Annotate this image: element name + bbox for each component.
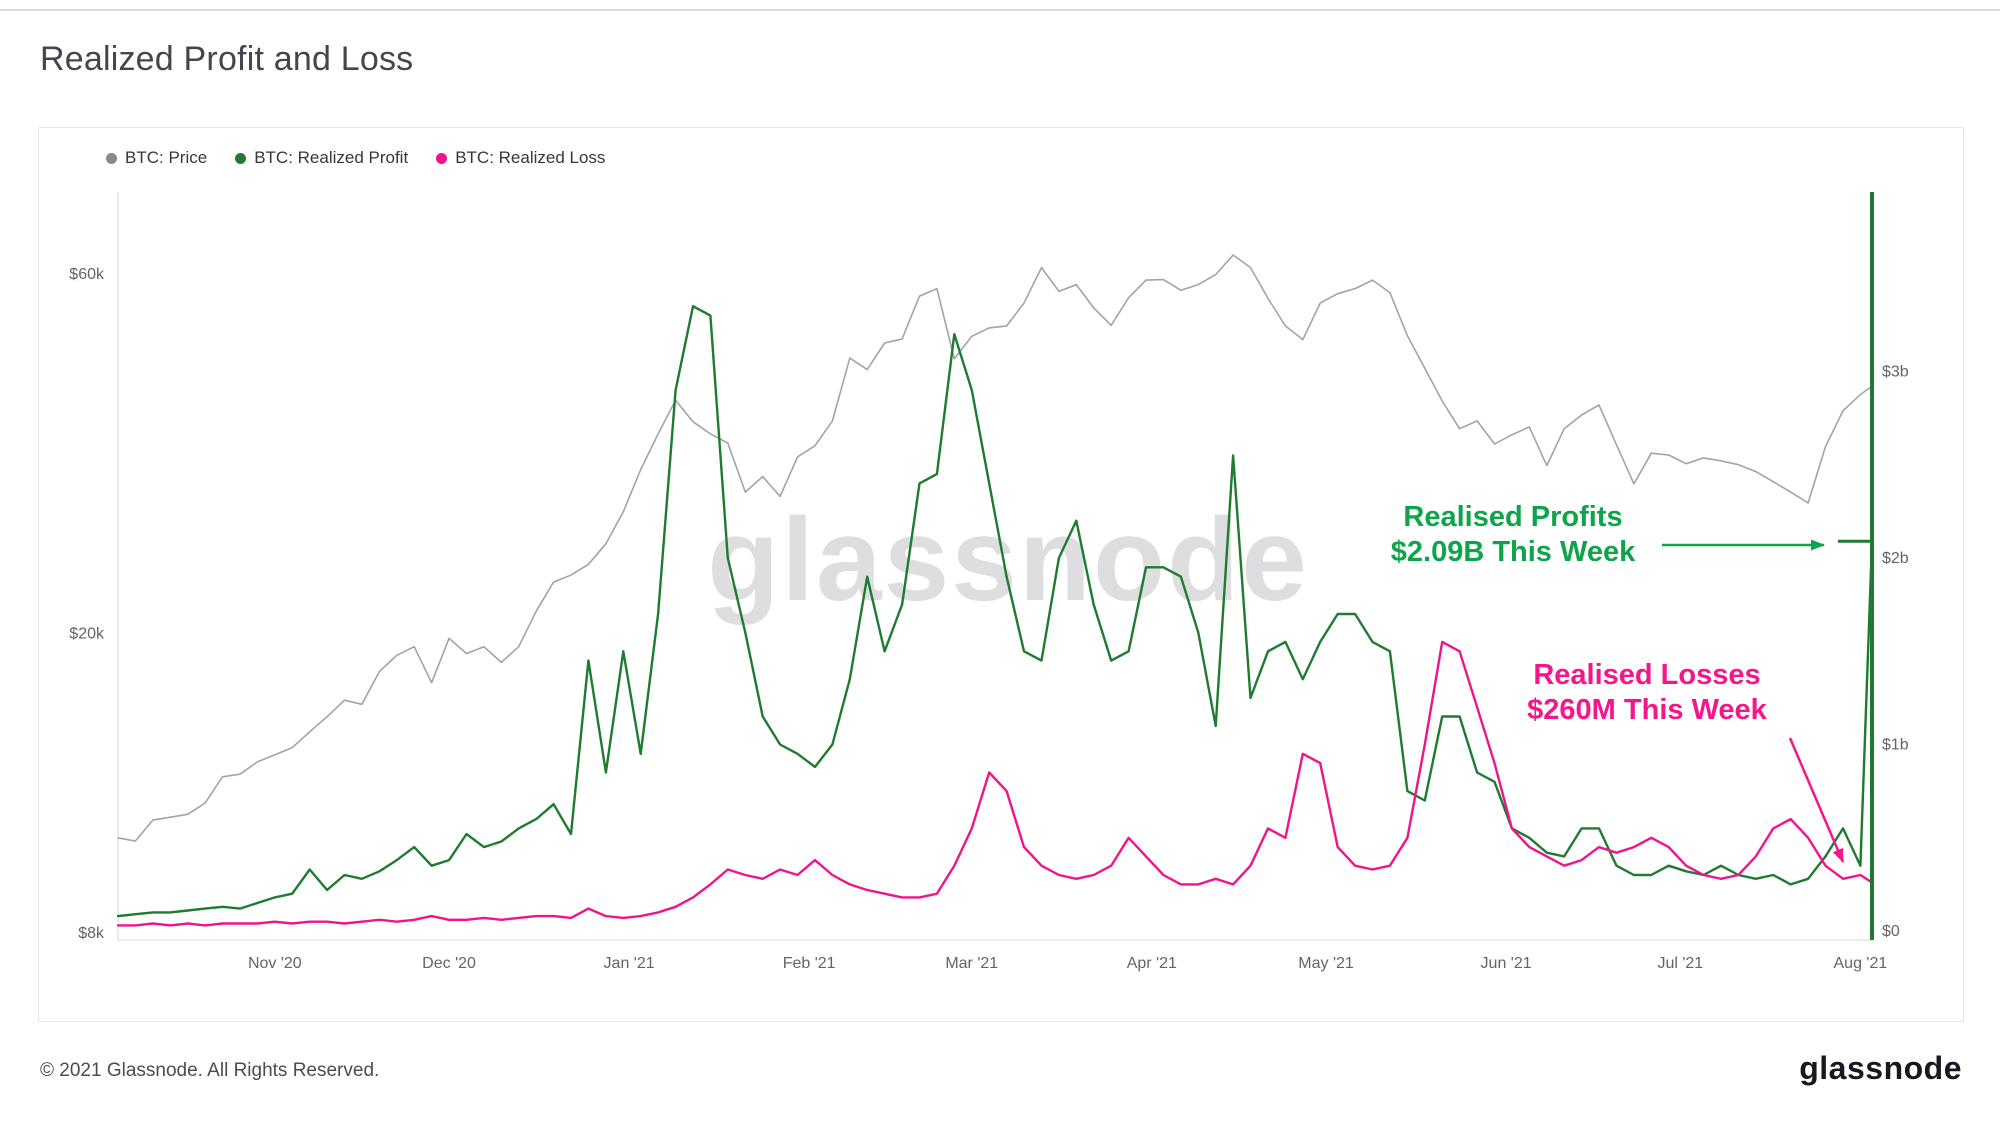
x-axis-tick-label: Aug '21 xyxy=(1834,955,1888,972)
legend-item-realized-loss[interactable]: BTC: Realized Loss xyxy=(436,148,605,168)
left-axis-tick-label: $8k xyxy=(78,925,105,942)
x-axis-tick-label: Mar '21 xyxy=(945,955,998,972)
x-axis-tick-label: Jan '21 xyxy=(604,955,655,972)
x-axis-tick-label: Jun '21 xyxy=(1481,955,1532,972)
loss-annotation-line2: $260M This Week xyxy=(1527,694,1767,726)
axes: $60k $20k $8k $3b $2b $1b $0 Nov '20 Dec '20 Jan … xyxy=(69,192,1909,972)
legend-item-btc-price[interactable]: BTC: Price xyxy=(106,148,207,168)
chart-legend: BTC: Price BTC: Realized Profit BTC: Rea… xyxy=(106,148,605,168)
series-lines xyxy=(116,254,1874,927)
btc-realized-lossline xyxy=(116,640,1874,927)
right-axis-tick-label: $1b xyxy=(1882,737,1909,754)
loss-annotation-line1: Realised Losses xyxy=(1533,659,1761,691)
x-axis-tick-label: Feb '21 xyxy=(783,955,836,972)
x-axis-tick-label: Nov '20 xyxy=(248,955,302,972)
profit-annotation-line2: $2.09B This Week xyxy=(1390,536,1636,568)
legend-label-profit: BTC: Realized Profit xyxy=(254,148,409,167)
left-axis-tick-label: $60k xyxy=(69,266,105,283)
left-axis-tick-label: $20k xyxy=(69,625,105,642)
x-axis-tick-label: Dec '20 xyxy=(422,955,476,972)
right-axis-tick-label: $0 xyxy=(1882,923,1900,940)
profit-annotation: Realised Profits $2.09B This Week xyxy=(1358,500,1668,570)
legend-item-realized-profit[interactable]: BTC: Realized Profit xyxy=(235,148,408,168)
chart-card xyxy=(38,127,1964,1022)
x-axis-tick-label: May '21 xyxy=(1298,955,1354,972)
top-divider xyxy=(0,9,2000,11)
legend-dot-loss-icon xyxy=(436,152,448,164)
btc-realized-profitline xyxy=(116,305,1874,918)
right-axis-tick-label: $3b xyxy=(1882,364,1909,381)
btc-priceline xyxy=(117,254,1873,842)
footer-copyright: © 2021 Glassnode. All Rights Reserved. xyxy=(40,1060,380,1081)
x-axis-tick-label: Jul '21 xyxy=(1657,955,1703,972)
right-axis-tick-label: $2b xyxy=(1882,550,1909,567)
profit-annotation-line1: Realised Profits xyxy=(1403,501,1623,533)
legend-label-loss: BTC: Realized Loss xyxy=(455,148,606,167)
legend-dot-profit-icon xyxy=(235,152,247,164)
loss-annotation-arrow xyxy=(1788,737,1845,863)
page-title: Realized Profit and Loss xyxy=(40,40,414,78)
x-axis-tick-label: Apr '21 xyxy=(1127,955,1177,972)
legend-label-price: BTC: Price xyxy=(125,148,208,167)
legend-dot-price-icon xyxy=(106,152,117,164)
loss-annotation: Realised Losses $260M This Week xyxy=(1492,658,1802,728)
watermark: glassnode xyxy=(707,494,1309,626)
current-week-marker xyxy=(1838,192,1874,940)
glassnode-logo[interactable]: glassnode xyxy=(1799,1050,1962,1086)
